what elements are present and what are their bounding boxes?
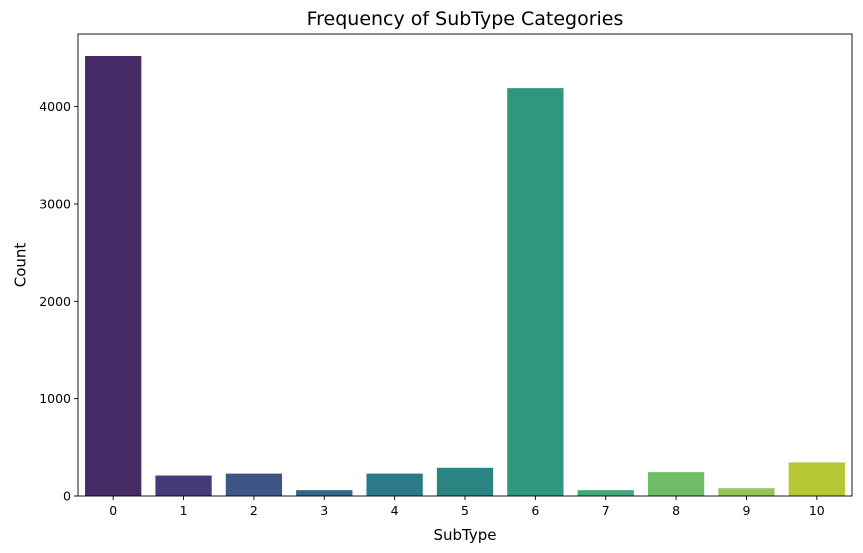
x-axis-label: SubType bbox=[433, 526, 496, 544]
y-tick-label: 2000 bbox=[39, 294, 71, 309]
x-tick-label: 6 bbox=[531, 503, 539, 518]
x-tick-label: 0 bbox=[109, 503, 117, 518]
x-tick-label: 7 bbox=[602, 503, 610, 518]
x-tick-label: 1 bbox=[180, 503, 188, 518]
x-tick-label: 4 bbox=[391, 503, 399, 518]
x-tick-label: 3 bbox=[320, 503, 328, 518]
y-tick-label: 3000 bbox=[39, 196, 71, 211]
x-tick-label: 9 bbox=[742, 503, 750, 518]
y-axis-label: Count bbox=[11, 243, 29, 288]
bar-subtype-5 bbox=[436, 467, 494, 496]
bar-subtype-10 bbox=[788, 462, 845, 496]
x-tick-label: 10 bbox=[809, 503, 825, 518]
bar-subtype-4 bbox=[366, 473, 423, 496]
chart-title: Frequency of SubType Categories bbox=[307, 8, 624, 30]
bar-subtype-7 bbox=[577, 490, 634, 496]
x-axis-ticks: 0 1 2 3 4 5 6 7 8 9 10 bbox=[109, 496, 825, 518]
bar-subtype-8 bbox=[647, 472, 705, 496]
bar-subtype-0 bbox=[85, 56, 142, 496]
y-tick-label: 4000 bbox=[39, 99, 71, 114]
x-tick-label: 2 bbox=[250, 503, 258, 518]
bar-subtype-6 bbox=[507, 88, 564, 496]
y-tick-label: 0 bbox=[63, 489, 71, 504]
bar-subtype-3 bbox=[296, 490, 353, 496]
bar-subtype-2 bbox=[225, 473, 283, 496]
bar-subtype-9 bbox=[718, 488, 775, 496]
y-axis-ticks: 0 1000 2000 3000 4000 bbox=[39, 99, 78, 504]
bar-subtype-1 bbox=[155, 475, 212, 496]
x-tick-label: 8 bbox=[672, 503, 680, 518]
x-tick-label: 5 bbox=[461, 503, 469, 518]
y-tick-label: 1000 bbox=[39, 391, 71, 406]
plot-frame bbox=[77, 33, 853, 497]
bars-group bbox=[85, 56, 845, 496]
